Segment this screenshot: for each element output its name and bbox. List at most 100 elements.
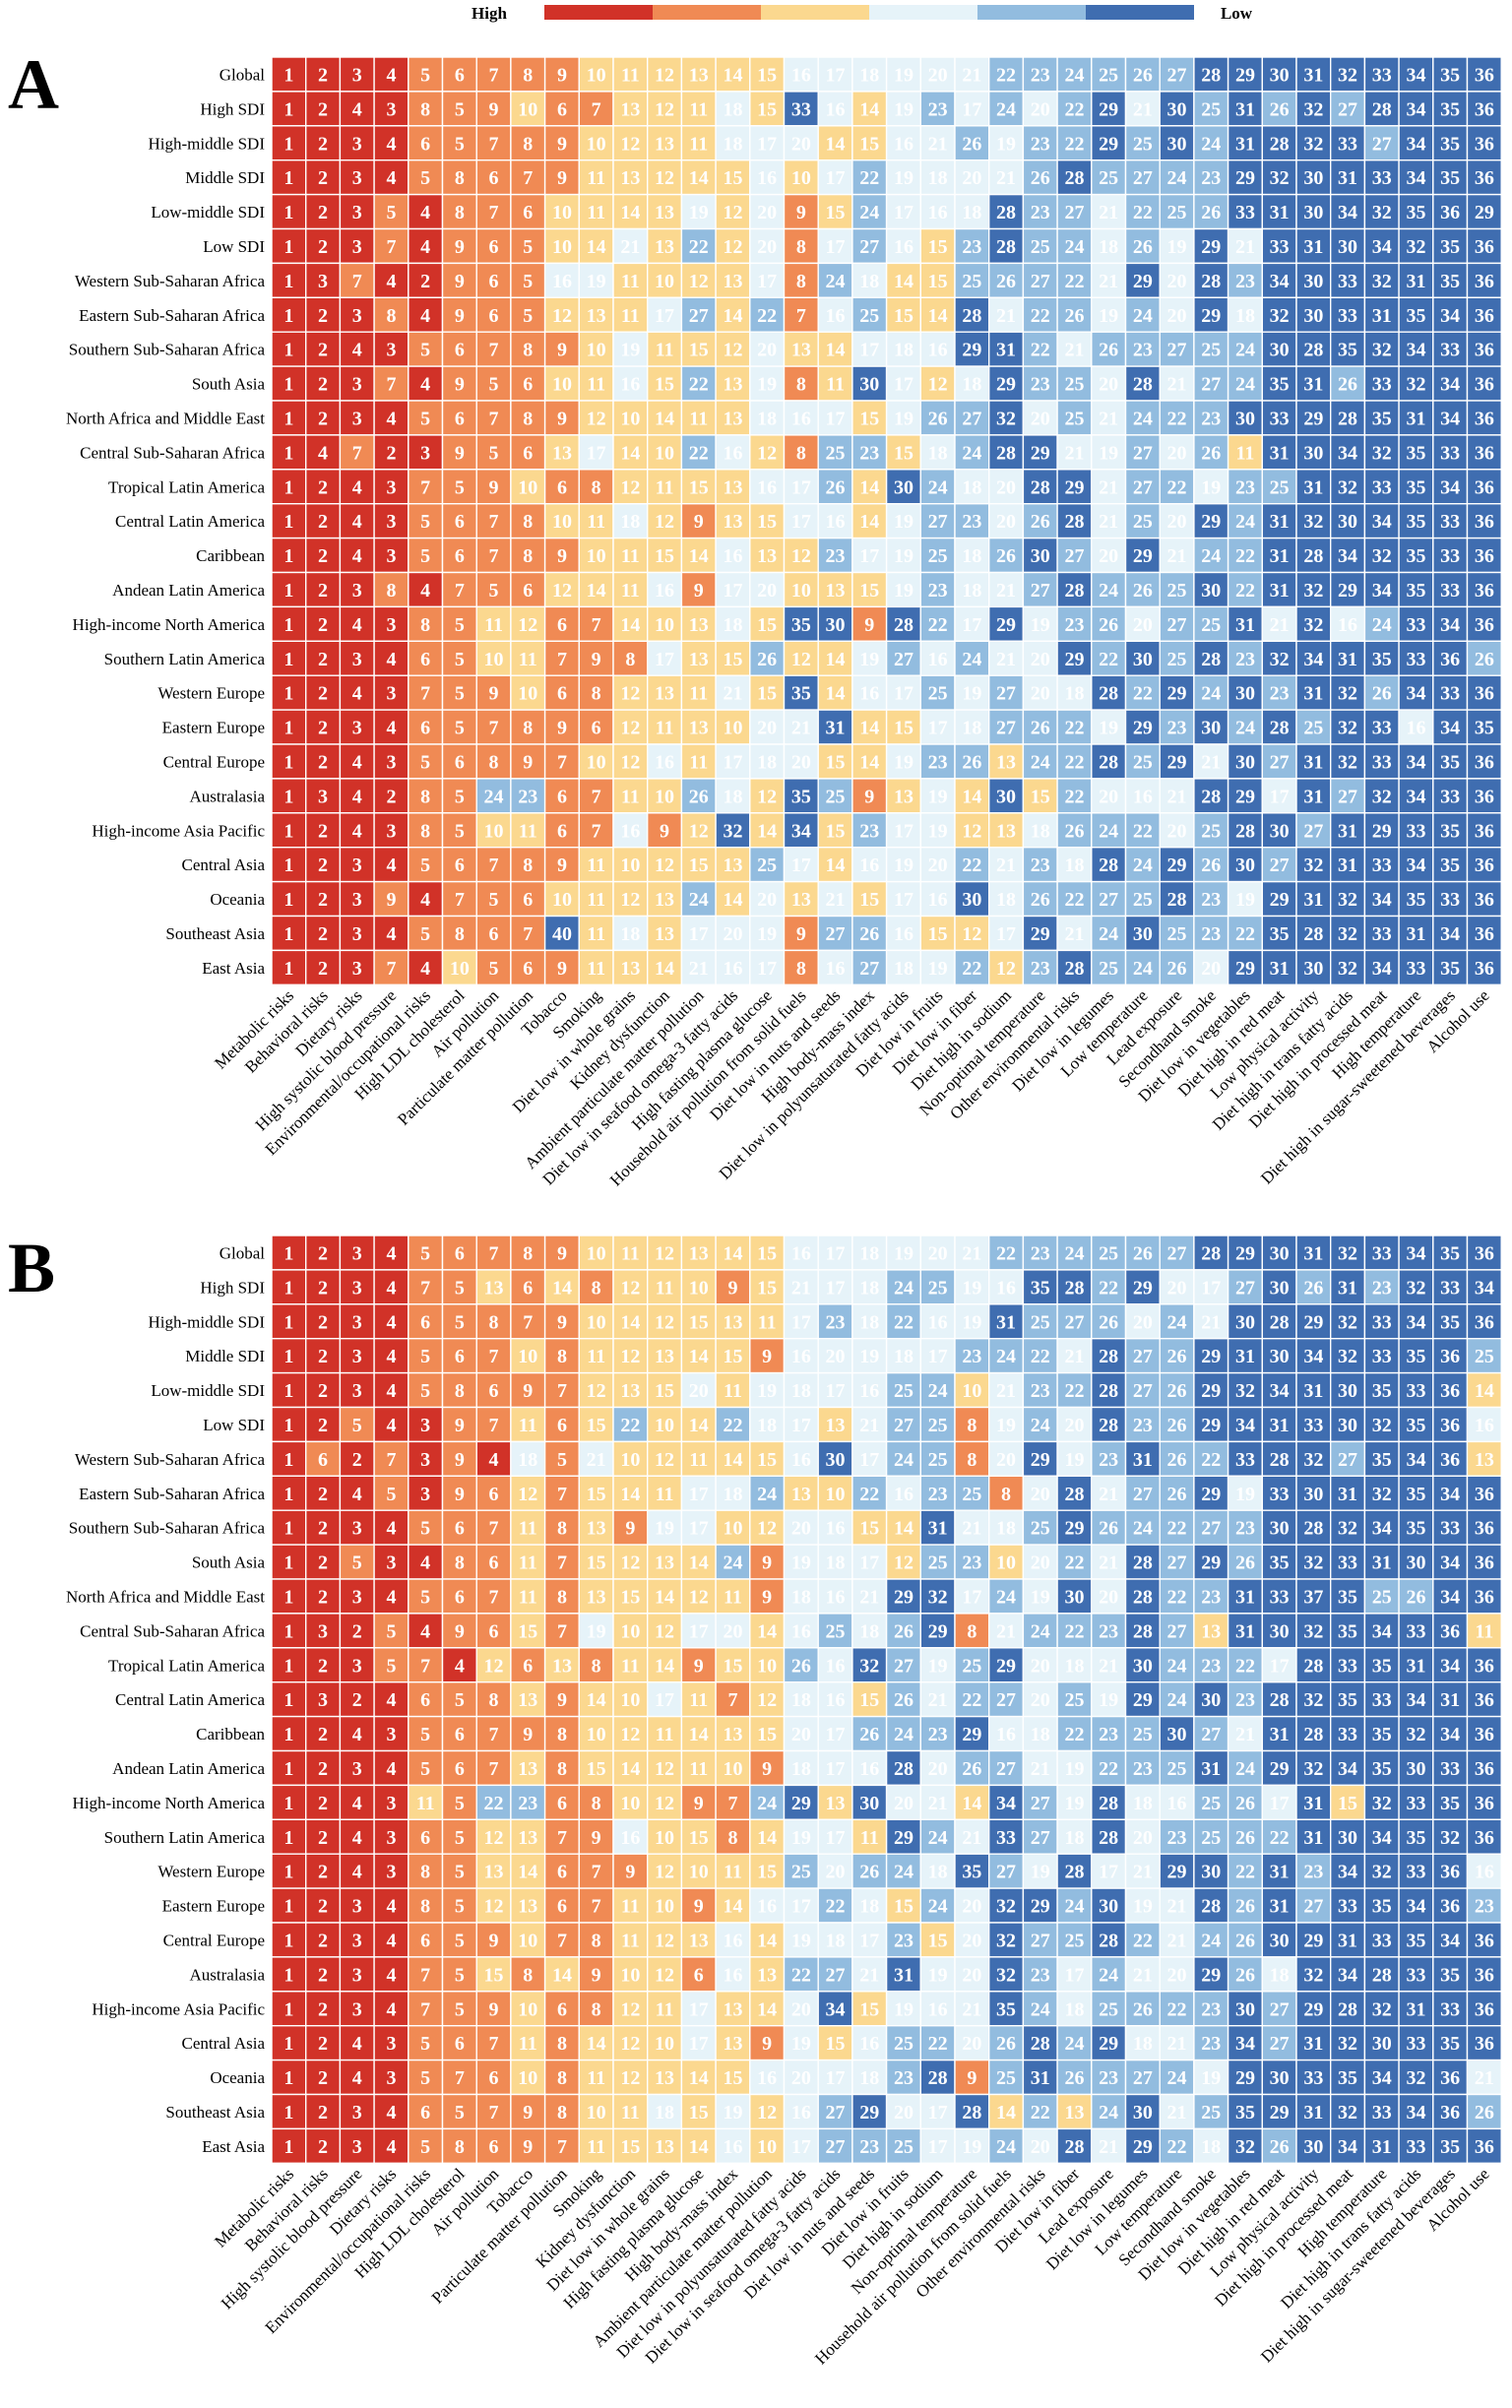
cell-value: 15: [723, 167, 742, 189]
cell-value: 24: [962, 649, 981, 670]
cell-value: 26: [1099, 1311, 1118, 1333]
cell-value: 29: [1031, 923, 1050, 945]
cell-value: 22: [1099, 1277, 1118, 1299]
cell-value: 8: [455, 923, 465, 945]
cell-value: 24: [1099, 2102, 1118, 2123]
cell-value: 29: [1133, 271, 1153, 292]
cell-value: 31: [1303, 1827, 1323, 1849]
cell-value: 30: [1270, 2067, 1290, 2089]
cell-value: 22: [1133, 820, 1153, 842]
cell-value: 3: [352, 305, 362, 327]
heatmap-cell: [715, 262, 751, 298]
cell-value: 30: [1133, 2102, 1153, 2123]
cell-value: 19: [894, 580, 914, 602]
cell-value: 20: [1201, 958, 1221, 980]
cell-value: 35: [1475, 718, 1494, 739]
row-label: Central Latin America: [115, 1690, 265, 1709]
cell-value: 16: [859, 683, 879, 705]
row-label: Caribbean: [196, 546, 265, 565]
cell-value: 25: [1064, 1930, 1084, 1951]
cell-value: 30: [1303, 958, 1323, 980]
cell-value: 36: [1475, 923, 1494, 945]
cell-value: 4: [386, 649, 396, 670]
cell-value: 17: [928, 2102, 948, 2123]
heatmap-cell: [1363, 91, 1400, 127]
heatmap-cell: [749, 125, 786, 161]
row-label: Global: [220, 1243, 266, 1262]
cell-value: 31: [1303, 476, 1323, 498]
cell-value: 22: [689, 236, 709, 258]
cell-value: 31: [1338, 649, 1357, 670]
cell-value: 2: [318, 374, 328, 396]
cell-value: 26: [894, 1620, 914, 1642]
cell-value: 10: [655, 442, 674, 464]
cell-value: 15: [859, 408, 879, 429]
cell-value: 7: [557, 751, 567, 773]
cell-value: 13: [1064, 2102, 1084, 2123]
cell-value: 30: [859, 374, 879, 396]
cell-value: 35: [1338, 1689, 1357, 1711]
cell-value: 10: [620, 1964, 640, 1986]
cell-value: 19: [1099, 442, 1118, 464]
cell-value: 1: [284, 2102, 293, 2123]
heatmap-cell: [408, 262, 444, 298]
cell-value: 4: [352, 1862, 362, 1883]
heatmap-cell: [1363, 365, 1400, 402]
cell-value: 25: [1064, 408, 1084, 429]
cell-value: 4: [420, 305, 430, 327]
cell-value: 3: [386, 511, 396, 533]
cell-value: 20: [791, 133, 811, 155]
cell-value: 33: [1406, 958, 1425, 980]
cell-value: 8: [455, 202, 465, 223]
cell-value: 11: [724, 1586, 742, 1608]
cell-value: 22: [1133, 202, 1153, 223]
cell-value: 32: [1338, 889, 1357, 911]
cell-value: 1: [284, 1655, 293, 1677]
cell-value: 1: [284, 408, 293, 429]
cell-value: 2: [318, 958, 328, 980]
cell-value: 29: [894, 1827, 914, 1849]
cell-value: 23: [1167, 1827, 1187, 1849]
cell-value: 14: [859, 98, 879, 120]
heatmap-cell: [339, 125, 375, 161]
cell-value: 6: [420, 1930, 430, 1951]
cell-value: 19: [1235, 889, 1255, 911]
cell-value: 22: [1031, 305, 1050, 327]
cell-value: 2: [318, 1964, 328, 1986]
cell-value: 28: [996, 202, 1016, 223]
cell-value: 7: [489, 1346, 499, 1367]
cell-value: 15: [689, 476, 709, 498]
cell-value: 31: [1406, 408, 1425, 429]
cell-value: 31: [1235, 1620, 1255, 1642]
cell-value: 25: [928, 683, 948, 705]
cell-value: 16: [1475, 1415, 1494, 1436]
cell-value: 8: [592, 683, 601, 705]
cell-value: 28: [1303, 1518, 1323, 1540]
cell-value: 3: [352, 64, 362, 86]
cell-value: 18: [723, 98, 742, 120]
column-label: High systolic blood pressure: [218, 2165, 366, 2313]
cell-value: 10: [655, 1896, 674, 1918]
cell-value: 6: [694, 1964, 704, 1986]
cell-value: 32: [1303, 1553, 1323, 1574]
cell-value: 29: [1235, 2067, 1255, 2089]
cell-value: 2: [318, 1242, 328, 1264]
cell-value: 14: [826, 649, 846, 670]
cell-value: 34: [826, 1998, 846, 2020]
heatmap-cell: [1261, 125, 1297, 161]
heatmap-cell: [988, 193, 1025, 230]
heatmap-cell: [817, 227, 853, 265]
cell-value: 16: [723, 2136, 742, 2158]
cell-value: 26: [1270, 98, 1290, 120]
cell-value: 21: [996, 305, 1016, 327]
cell-value: 27: [826, 2102, 846, 2123]
cell-value: 20: [1031, 1689, 1050, 1711]
cell-value: 17: [757, 133, 777, 155]
cell-value: 32: [1303, 1964, 1323, 1986]
cell-value: 33: [1406, 2033, 1425, 2055]
cell-value: 27: [1167, 64, 1187, 86]
cell-value: 12: [484, 1655, 504, 1677]
cell-value: 22: [996, 64, 1016, 86]
cell-value: 3: [352, 1518, 362, 1540]
cell-value: 27: [1167, 614, 1187, 636]
